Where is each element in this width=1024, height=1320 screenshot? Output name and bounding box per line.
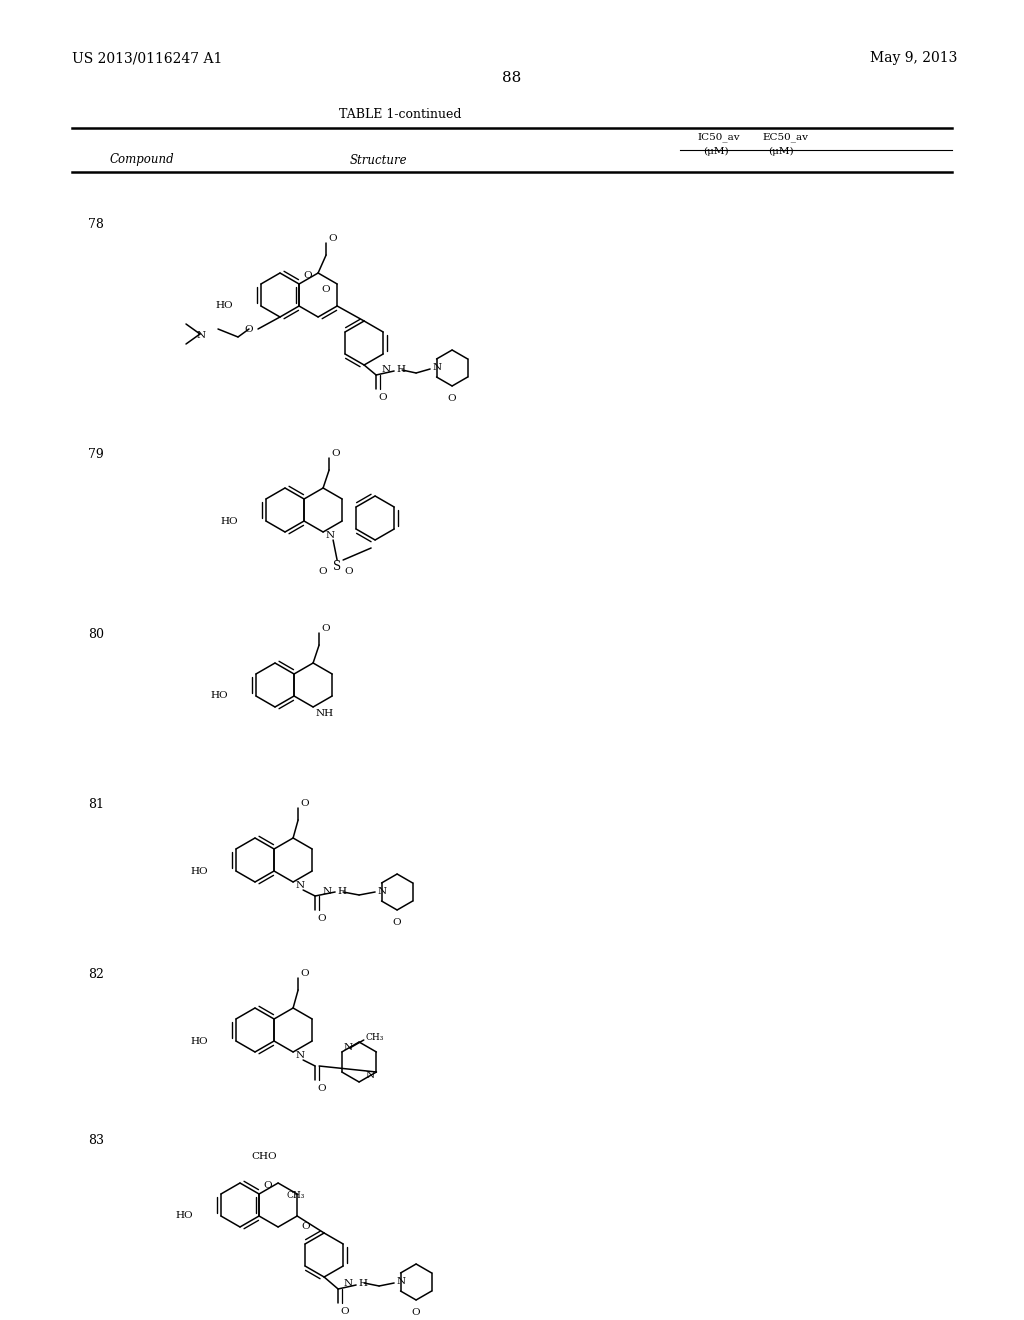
Text: N: N: [295, 882, 304, 891]
Text: HO: HO: [215, 301, 232, 310]
Text: O: O: [301, 1222, 310, 1232]
Text: TABLE 1-continued: TABLE 1-continued: [339, 108, 461, 121]
Text: CH₃: CH₃: [366, 1034, 384, 1043]
Text: (μM): (μM): [703, 147, 729, 156]
Text: O: O: [412, 1308, 421, 1317]
Text: O: O: [317, 913, 326, 923]
Text: H: H: [358, 1279, 367, 1287]
Text: HO: HO: [210, 692, 228, 701]
Text: N: N: [396, 1278, 406, 1287]
Text: Structure: Structure: [350, 153, 408, 166]
Text: N: N: [197, 331, 206, 341]
Text: (μM): (μM): [768, 147, 794, 156]
Text: N: N: [377, 887, 386, 895]
Text: 79: 79: [88, 449, 103, 462]
Text: N: N: [295, 1052, 304, 1060]
Text: IC50_av: IC50_av: [697, 132, 739, 141]
Text: NH: NH: [315, 709, 333, 718]
Text: May 9, 2013: May 9, 2013: [870, 51, 957, 65]
Text: N: N: [366, 1072, 375, 1081]
Text: O: O: [328, 234, 337, 243]
Text: O: O: [322, 624, 330, 634]
Text: O: O: [447, 393, 457, 403]
Text: H: H: [337, 887, 346, 896]
Text: N: N: [323, 887, 332, 895]
Text: O: O: [340, 1307, 349, 1316]
Text: US 2013/0116247 A1: US 2013/0116247 A1: [72, 51, 222, 65]
Text: O: O: [322, 285, 330, 294]
Text: HO: HO: [175, 1212, 193, 1221]
Text: CH₃: CH₃: [286, 1191, 304, 1200]
Text: N: N: [382, 364, 391, 374]
Text: O: O: [393, 917, 401, 927]
Text: N: N: [344, 1044, 353, 1052]
Text: 78: 78: [88, 219, 103, 231]
Text: HO: HO: [190, 866, 208, 875]
Text: O: O: [300, 969, 308, 978]
Text: O: O: [303, 271, 311, 280]
Text: Compound: Compound: [110, 153, 175, 166]
Text: S: S: [333, 560, 341, 573]
Text: 83: 83: [88, 1134, 104, 1147]
Text: 82: 82: [88, 969, 103, 982]
Text: N: N: [432, 363, 441, 372]
Text: 81: 81: [88, 799, 104, 812]
Text: O: O: [378, 393, 387, 403]
Text: 80: 80: [88, 628, 104, 642]
Text: EC50_av: EC50_av: [762, 132, 808, 141]
Text: O: O: [263, 1181, 271, 1191]
Text: N: N: [344, 1279, 353, 1287]
Text: HO: HO: [190, 1036, 208, 1045]
Text: O: O: [245, 325, 253, 334]
Text: N: N: [325, 532, 334, 540]
Text: CHO: CHO: [251, 1152, 276, 1162]
Text: O: O: [300, 799, 308, 808]
Text: O: O: [345, 568, 353, 577]
Text: O: O: [331, 449, 340, 458]
Text: O: O: [317, 1084, 326, 1093]
Text: 88: 88: [503, 71, 521, 84]
Text: H: H: [396, 364, 406, 374]
Text: HO: HO: [220, 516, 238, 525]
Text: O: O: [318, 568, 328, 577]
